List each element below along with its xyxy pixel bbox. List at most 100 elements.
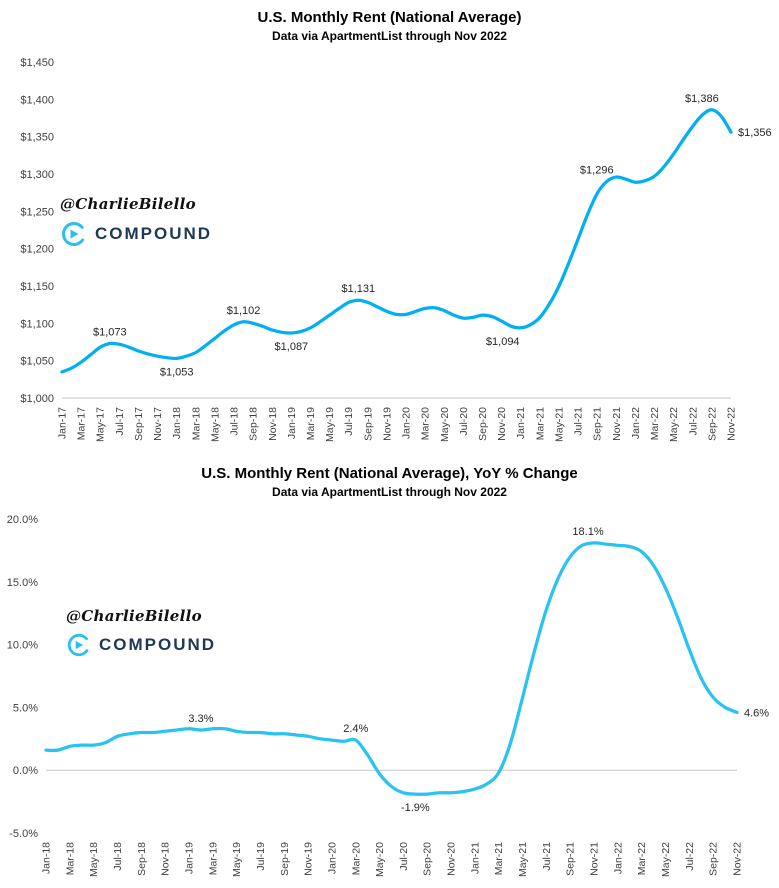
svg-text:Jul-22: Jul-22 (687, 407, 699, 436)
svg-text:4.6%: 4.6% (744, 707, 769, 719)
svg-text:$1,386: $1,386 (685, 93, 719, 105)
rent-yoy-chart-section: U.S. Monthly Rent (National Average), Yo… (0, 460, 779, 888)
svg-text:Jan-18: Jan-18 (41, 842, 53, 874)
svg-text:Jul-21: Jul-21 (573, 407, 585, 436)
svg-text:Nov-19: Nov-19 (381, 407, 393, 441)
svg-text:May-20: May-20 (374, 842, 386, 877)
svg-text:Nov-19: Nov-19 (303, 842, 315, 876)
svg-text:Jan-20: Jan-20 (326, 842, 338, 874)
svg-text:Jan-21: Jan-21 (515, 407, 527, 439)
svg-text:Jul-18: Jul-18 (112, 842, 124, 871)
svg-text:$1,200: $1,200 (20, 244, 54, 256)
svg-text:2.4%: 2.4% (343, 723, 368, 735)
svg-text:May-17: May-17 (95, 407, 107, 442)
svg-text:Nov-22: Nov-22 (726, 407, 738, 441)
rent-level-chart-section: U.S. Monthly Rent (National Average) Dat… (0, 9, 779, 460)
svg-text:Jul-19: Jul-19 (343, 407, 355, 436)
svg-text:-1.9%: -1.9% (401, 802, 430, 814)
rent-level-plot-area: $1,450 $1,400 $1,350 $1,300 $1,250 $1,200 $1,1… (0, 45, 779, 460)
svg-text:Nov-17: Nov-17 (152, 407, 164, 441)
svg-text:Sep-20: Sep-20 (422, 842, 434, 876)
svg-text:Mar-19: Mar-19 (305, 407, 317, 440)
svg-text:0.0%: 0.0% (13, 765, 38, 777)
chart-subtitle: Data via ApartmentList through Nov 2022 (272, 29, 507, 43)
svg-text:$1,087: $1,087 (275, 341, 309, 353)
svg-text:Jan-17: Jan-17 (57, 407, 69, 439)
svg-text:Nov-20: Nov-20 (496, 407, 508, 441)
svg-text:Sep-21: Sep-21 (565, 842, 577, 876)
svg-text:$1,150: $1,150 (20, 281, 54, 293)
svg-text:$1,296: $1,296 (580, 164, 614, 176)
svg-text:$1,300: $1,300 (20, 169, 54, 181)
svg-text:-5.0%: -5.0% (9, 828, 38, 840)
svg-text:May-21: May-21 (553, 407, 565, 442)
svg-text:May-21: May-21 (517, 842, 529, 877)
svg-text:Sep-19: Sep-19 (362, 407, 374, 441)
svg-text:Mar-22: Mar-22 (649, 407, 661, 440)
svg-text:10.0%: 10.0% (7, 640, 38, 652)
svg-text:Sep-20: Sep-20 (477, 407, 489, 441)
svg-text:Jul-20: Jul-20 (398, 842, 410, 871)
svg-text:Sep-18: Sep-18 (136, 842, 148, 876)
svg-text:$1,350: $1,350 (20, 132, 54, 144)
svg-text:Sep-22: Sep-22 (706, 407, 718, 441)
svg-text:May-20: May-20 (439, 407, 451, 442)
svg-text:Nov-18: Nov-18 (160, 842, 172, 876)
svg-text:$1,131: $1,131 (341, 283, 375, 295)
svg-text:Mar-20: Mar-20 (420, 407, 432, 440)
svg-text:May-19: May-19 (231, 842, 243, 877)
svg-text:Sep-22: Sep-22 (708, 842, 720, 876)
svg-text:Mar-21: Mar-21 (534, 407, 546, 440)
svg-text:18.1%: 18.1% (572, 526, 603, 538)
svg-text:$1,000: $1,000 (20, 393, 54, 405)
svg-text:May-22: May-22 (668, 407, 680, 442)
svg-text:Jan-19: Jan-19 (183, 842, 195, 874)
svg-text:$1,053: $1,053 (160, 366, 194, 378)
chart-subtitle: Data via ApartmentList through Nov 2022 (272, 485, 507, 499)
svg-text:Jul-19: Jul-19 (255, 842, 267, 871)
svg-text:May-18: May-18 (209, 407, 221, 442)
svg-text:Jan-20: Jan-20 (401, 407, 413, 439)
svg-text:3.3%: 3.3% (188, 713, 213, 725)
svg-text:Jul-21: Jul-21 (541, 842, 553, 871)
chart-title: U.S. Monthly Rent (National Average), Yo… (201, 465, 578, 482)
svg-text:15.0%: 15.0% (7, 577, 38, 589)
svg-text:Jan-21: Jan-21 (469, 842, 481, 874)
svg-text:Sep-18: Sep-18 (248, 407, 260, 441)
svg-text:$1,450: $1,450 (20, 57, 54, 69)
svg-text:Nov-21: Nov-21 (611, 407, 623, 441)
svg-text:May-22: May-22 (660, 842, 672, 877)
svg-text:Mar-18: Mar-18 (64, 842, 76, 875)
svg-text:Nov-21: Nov-21 (589, 842, 601, 876)
svg-text:Nov-20: Nov-20 (446, 842, 458, 876)
svg-text:$1,356: $1,356 (738, 127, 772, 139)
svg-text:Mar-20: Mar-20 (350, 842, 362, 875)
svg-text:Mar-22: Mar-22 (636, 842, 648, 875)
svg-text:Nov-18: Nov-18 (267, 407, 279, 441)
svg-text:Jan-19: Jan-19 (286, 407, 298, 439)
svg-text:5.0%: 5.0% (13, 702, 38, 714)
svg-text:Jul-17: Jul-17 (114, 407, 126, 436)
svg-text:$1,102: $1,102 (227, 305, 261, 317)
svg-text:Jul-22: Jul-22 (684, 842, 696, 871)
svg-text:Mar-18: Mar-18 (190, 407, 202, 440)
svg-text:Sep-17: Sep-17 (133, 407, 145, 441)
rent-yoy-line-chart: 20.0% 15.0% 10.0% 5.0% 0.0% -5.0%Jan-18 Mar-18… (7, 514, 769, 877)
svg-text:Jul-18: Jul-18 (229, 407, 241, 436)
svg-text:$1,250: $1,250 (20, 206, 54, 218)
svg-text:Nov-22: Nov-22 (732, 842, 744, 876)
svg-text:$1,100: $1,100 (20, 318, 54, 330)
chart-title: U.S. Monthly Rent (National Average) (257, 9, 522, 26)
svg-text:May-18: May-18 (88, 842, 100, 877)
svg-text:$1,094: $1,094 (486, 336, 520, 348)
svg-text:$1,073: $1,073 (93, 326, 127, 338)
svg-text:Jan-22: Jan-22 (612, 842, 624, 874)
svg-text:$1,050: $1,050 (20, 356, 54, 368)
svg-text:Mar-21: Mar-21 (493, 842, 505, 875)
svg-text:Jul-20: Jul-20 (458, 407, 470, 436)
svg-text:Mar-17: Mar-17 (76, 407, 88, 440)
svg-text:Jan-18: Jan-18 (171, 407, 183, 439)
svg-text:Sep-21: Sep-21 (592, 407, 604, 441)
rent-yoy-plot-area: 20.0% 15.0% 10.0% 5.0% 0.0% -5.0% Jan-18 Mar-18… (0, 501, 779, 888)
